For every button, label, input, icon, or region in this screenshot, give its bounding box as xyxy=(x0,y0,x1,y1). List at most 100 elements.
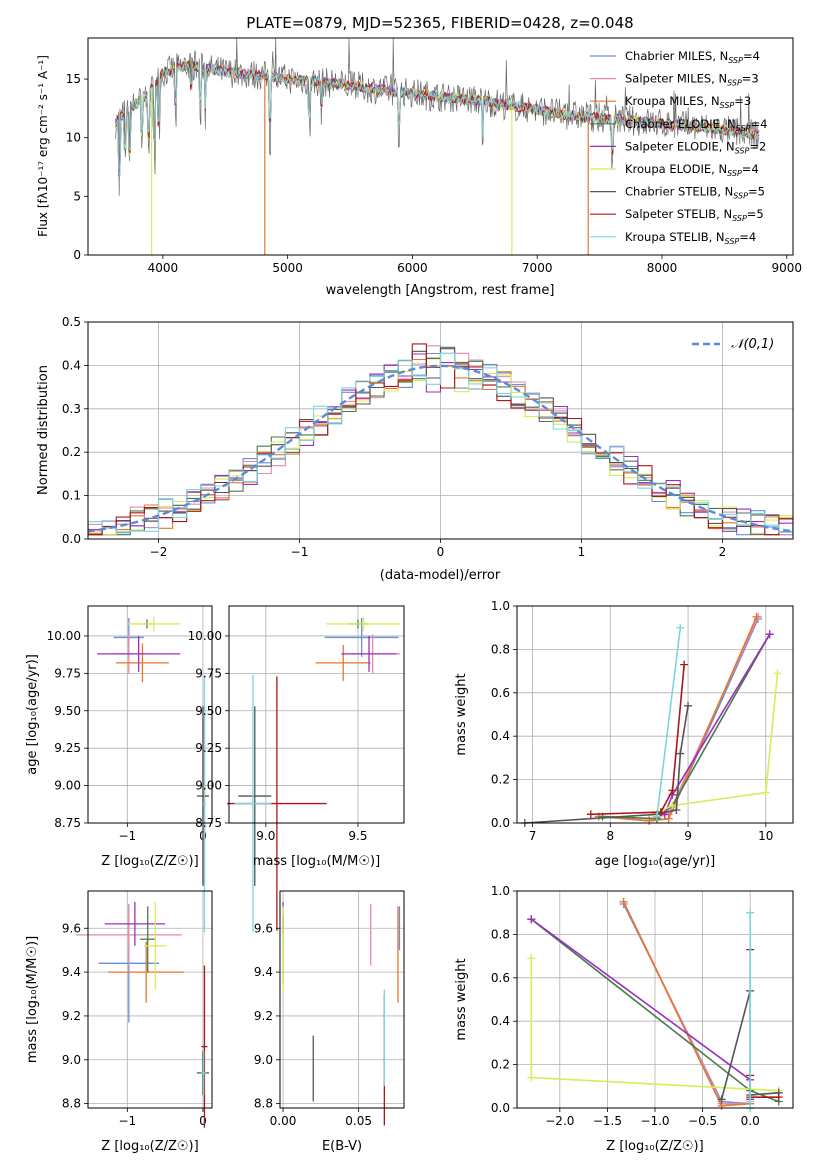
x-tick-label: −2.0 xyxy=(545,1114,574,1128)
y-tick-label: 9.6 xyxy=(254,921,273,935)
y-tick-label: 0.4 xyxy=(491,729,510,743)
x-axis-label: Z [log₁₀(Z/Z☉)] xyxy=(606,1139,703,1154)
legend: 𝒩(0,1) xyxy=(692,337,774,352)
y-tick-label: 8.8 xyxy=(62,1097,81,1111)
data-point-marker xyxy=(527,1073,536,1082)
legend-entry: Kroupa MILES, NSSP=3 xyxy=(625,94,751,110)
x-axis-label: (data-model)/error xyxy=(380,568,501,583)
plot-frame xyxy=(516,890,794,1109)
y-tick-label: 1.0 xyxy=(491,884,510,898)
massweight-vs-age-panel: 7 8 9 10 0.0 0.2 0.4 0.6 0.8 1.0 age [log₁₀(age/yr… xyxy=(454,599,794,869)
series-line xyxy=(590,664,685,816)
y-tick-label: 10.00 xyxy=(188,629,222,643)
data-point-marker xyxy=(668,786,677,795)
x-axis-label: Z [log₁₀(Z/Z☉)] xyxy=(101,1139,198,1154)
y-tick-label: 9.4 xyxy=(254,965,273,979)
y-axis-label: Flux [fλ10⁻¹⁷ erg cm⁻² s⁻¹ A⁻¹] xyxy=(36,55,50,237)
y-tick-label: 8.75 xyxy=(54,816,81,830)
data-point-marker xyxy=(752,612,761,621)
x-tick-label: 5000 xyxy=(272,261,303,275)
data-point-marker xyxy=(717,1095,726,1104)
x-axis-label: mass [log₁₀(M/M☉)] xyxy=(253,854,380,869)
chart-title: PLATE=0879, MJD=52365, FIBERID=0428, z=0… xyxy=(246,14,633,32)
data-point-marker xyxy=(761,788,770,797)
y-tick-label: 0.5 xyxy=(62,315,81,329)
data-point-marker xyxy=(676,623,685,632)
y-axis-label: mass weight xyxy=(454,958,469,1040)
y-tick-label: 9.2 xyxy=(254,1009,273,1023)
legend-entry: Salpeter ELODIE, NSSP=2 xyxy=(625,139,766,155)
y-tick-label: 1.0 xyxy=(491,599,510,613)
x-tick-label: 0.0 xyxy=(741,1114,760,1128)
legend-entry: Salpeter MILES, NSSP=3 xyxy=(625,72,759,88)
y-tick-label: 15 xyxy=(66,72,81,86)
x-tick-label: 0.05 xyxy=(345,1114,372,1128)
y-tick-label: 9.2 xyxy=(62,1009,81,1023)
data-point-marker xyxy=(773,669,782,678)
legend-subscript: SSP xyxy=(732,214,747,223)
x-axis-label: Z [log₁₀(Z/Z☉)] xyxy=(101,854,198,869)
x-axis-label: wavelength [Angstrom, rest frame] xyxy=(326,283,555,298)
legend: Chabrier MILES, NSSP=4 Salpeter MILES, NS… xyxy=(590,49,767,246)
y-tick-label: 9.00 xyxy=(195,779,222,793)
x-tick-label: 2 xyxy=(719,545,727,559)
y-tick-label: 9.25 xyxy=(195,741,222,755)
data-point-marker xyxy=(668,801,677,810)
x-tick-label: 10 xyxy=(758,829,773,843)
data-point-marker xyxy=(527,954,536,963)
y-tick-label: 9.50 xyxy=(54,704,81,718)
data-point-marker xyxy=(765,630,774,639)
data-point-marker xyxy=(652,812,661,821)
x-tick-label: −0.5 xyxy=(688,1114,717,1128)
x-tick-label: −1.5 xyxy=(593,1114,622,1128)
legend-entry: Kroupa ELODIE, NSSP=4 xyxy=(625,162,759,178)
x-tick-label: −2 xyxy=(150,545,168,559)
data-point-marker xyxy=(527,915,536,924)
data-point-marker xyxy=(680,660,689,669)
x-axis-label: age [log₁₀(age/yr)] xyxy=(595,854,716,869)
legend-subscript: SSP xyxy=(728,56,743,65)
legend-label: Chabrier STELIB, N xyxy=(625,185,733,199)
y-tick-label: 9.0 xyxy=(254,1053,273,1067)
age-vs-mass-panel: 9.0 9.5 8.75 9.00 9.25 9.50 9.75 10.00 mass [log… xyxy=(188,605,405,933)
mass-vs-reddening-panel: 0.00 0.05 8.8 9.0 9.2 9.4 9.6 E(B-V) xyxy=(254,890,405,1154)
legend-subscript: SSP xyxy=(736,124,751,133)
plot-frame xyxy=(279,890,405,1109)
y-tick-label: 0.0 xyxy=(491,816,510,830)
y-tick-label: 5 xyxy=(73,189,81,203)
x-tick-label: 4000 xyxy=(148,261,179,275)
legend-subscript: SSP xyxy=(720,101,735,110)
legend-count: =4 xyxy=(742,162,759,176)
series-line xyxy=(530,918,751,1100)
spectrum-panel: PLATE=0879, MJD=52365, FIBERID=0428, z=0… xyxy=(36,14,802,298)
mass-vs-metallicity-panel: −1 0 8.8 9.0 9.2 9.4 9.6 Z [log₁₀(Z/Z☉)] mass [l… xyxy=(25,890,213,1154)
x-tick-label: 6000 xyxy=(397,261,428,275)
x-tick-label: 0.00 xyxy=(270,1114,297,1128)
x-tick-label: 8 xyxy=(606,829,614,843)
legend-label: Chabrier ELODIE, N xyxy=(625,117,736,131)
legend-count: =5 xyxy=(747,207,764,221)
x-tick-label: 7 xyxy=(529,829,537,843)
plot-frame xyxy=(516,605,794,824)
x-tick-label: 9.0 xyxy=(256,829,275,843)
x-axis-label: E(B-V) xyxy=(322,1139,362,1154)
y-tick-label: 9.4 xyxy=(62,965,81,979)
y-tick-label: 8.75 xyxy=(195,816,222,830)
y-tick-label: 0.6 xyxy=(491,686,510,700)
legend-entry: Chabrier MILES, NSSP=4 xyxy=(625,49,760,65)
y-tick-label: 0.4 xyxy=(62,358,81,372)
x-tick-label: 1 xyxy=(578,545,586,559)
legend-count: =4 xyxy=(739,230,756,244)
y-tick-label: 0.2 xyxy=(491,1058,510,1072)
legend-entry: Chabrier STELIB, NSSP=5 xyxy=(625,185,765,201)
x-tick-label: 7000 xyxy=(522,261,553,275)
y-tick-label: 9.25 xyxy=(54,741,81,755)
data-point-marker xyxy=(676,749,685,758)
y-tick-label: 9.50 xyxy=(195,704,222,718)
y-axis-label: mass [log₁₀(M/M☉)] xyxy=(25,936,40,1063)
y-tick-label: 0.4 xyxy=(491,1014,510,1028)
y-tick-label: 0.2 xyxy=(62,445,81,459)
y-axis-label: Normed distribution xyxy=(36,365,51,495)
data-point-marker xyxy=(672,805,681,814)
y-tick-label: 0.6 xyxy=(491,971,510,985)
